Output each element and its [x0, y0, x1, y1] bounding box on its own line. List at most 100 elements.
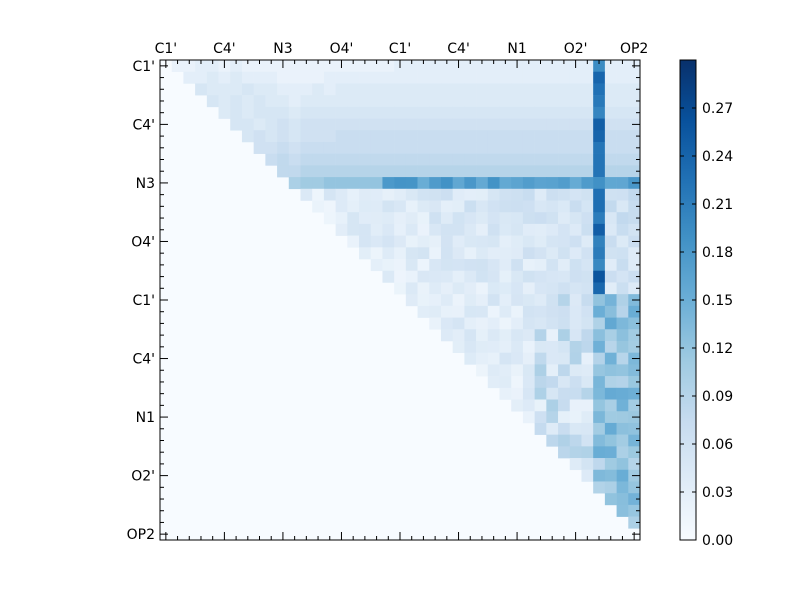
heatmap-cell — [487, 188, 500, 201]
heatmap-cell — [546, 259, 559, 272]
heatmap-cell — [359, 247, 372, 260]
heatmap-cell — [464, 317, 477, 330]
heatmap-cell — [581, 153, 594, 166]
y-tick-label: C4' — [132, 352, 155, 368]
heatmap-cell — [616, 165, 629, 178]
heatmap-cell — [405, 282, 418, 295]
heatmap-cell — [370, 141, 383, 154]
heatmap-cell — [487, 247, 500, 260]
heatmap-cell — [499, 60, 512, 73]
heatmap-cell — [569, 329, 582, 342]
heatmap-cell — [241, 83, 254, 96]
heatmap-cell — [487, 95, 500, 108]
heatmap-cell — [359, 223, 372, 236]
heatmap-cell — [370, 235, 383, 248]
heatmap-cell — [558, 60, 571, 73]
heatmap-cell — [440, 200, 453, 213]
heatmap-cell — [604, 282, 617, 295]
heatmap-cell — [476, 282, 489, 295]
heatmap-cell — [616, 95, 629, 108]
heatmap-cell — [593, 422, 606, 435]
heatmap-cell — [429, 60, 442, 73]
heatmap-cell — [604, 60, 617, 73]
heatmap-cell — [616, 282, 629, 295]
heatmap-cell — [382, 71, 395, 84]
heatmap-cell — [628, 223, 641, 236]
heatmap-cell — [569, 387, 582, 400]
heatmap-cell — [312, 165, 325, 178]
heatmap-cell — [628, 188, 641, 201]
heatmap-cell — [558, 411, 571, 424]
heatmap-cell — [569, 188, 582, 201]
heatmap-cell — [569, 118, 582, 131]
heatmap-cell — [593, 434, 606, 447]
heatmap-cell — [300, 165, 313, 178]
heatmap-cell — [440, 177, 453, 190]
y-tick-label: O2' — [131, 469, 155, 485]
heatmap-cell — [628, 317, 641, 330]
heatmap-cell — [499, 259, 512, 272]
heatmap-cell — [300, 177, 313, 190]
x-tick-label: C1' — [155, 41, 178, 57]
heatmap-cell — [429, 282, 442, 295]
heatmap-cell — [312, 71, 325, 84]
heatmap-cell — [487, 60, 500, 73]
heatmap-cell — [522, 305, 535, 318]
heatmap-cell — [347, 95, 360, 108]
heatmap-cell — [405, 235, 418, 248]
heatmap-cell — [218, 71, 231, 84]
heatmap-cell — [487, 83, 500, 96]
heatmap-cell — [522, 153, 535, 166]
heatmap-cell — [569, 434, 582, 447]
heatmap-cell — [476, 247, 489, 260]
heatmap-cell — [534, 317, 547, 330]
heatmap-cell — [581, 141, 594, 154]
heatmap-cell — [616, 294, 629, 307]
heatmap-cell — [499, 130, 512, 143]
x-tick-label: N3 — [273, 41, 292, 57]
heatmap-cell — [628, 446, 641, 459]
heatmap-cell — [429, 212, 442, 225]
heatmap-cell — [440, 294, 453, 307]
heatmap-cell — [417, 270, 430, 283]
heatmap-cell — [593, 317, 606, 330]
heatmap-cell — [230, 60, 243, 73]
heatmap-cell — [218, 95, 231, 108]
x-tick-label: O4' — [330, 41, 354, 57]
heatmap-cell — [604, 259, 617, 272]
heatmap-cell — [487, 305, 500, 318]
y-tick-label: C1' — [132, 293, 155, 309]
heatmap-cell — [429, 235, 442, 248]
heatmap-cell — [558, 376, 571, 389]
heatmap-cell — [452, 282, 465, 295]
heatmap-cell — [452, 305, 465, 318]
heatmap-cell — [429, 177, 442, 190]
heatmap-cell — [511, 188, 524, 201]
heatmap-cell — [370, 177, 383, 190]
heatmap-cell — [511, 212, 524, 225]
heatmap-cell — [522, 177, 535, 190]
heatmap-cell — [382, 247, 395, 260]
heatmap-cell — [253, 71, 266, 84]
heatmap-cell — [616, 317, 629, 330]
heatmap-cell — [476, 118, 489, 131]
heatmap-cell — [487, 340, 500, 353]
y-tick-label: N1 — [136, 410, 155, 426]
heatmap-cell — [522, 352, 535, 365]
heatmap-cell — [417, 153, 430, 166]
heatmap-cell — [487, 223, 500, 236]
heatmap-cell — [522, 130, 535, 143]
heatmap-cell — [581, 446, 594, 459]
heatmap-cell — [218, 106, 231, 119]
heatmap-cell — [581, 352, 594, 365]
heatmap-cell — [499, 305, 512, 318]
heatmap-cell — [593, 458, 606, 471]
heatmap-cell — [417, 95, 430, 108]
heatmap-cell — [382, 212, 395, 225]
heatmap-cell — [534, 270, 547, 283]
heatmap-cell — [335, 130, 348, 143]
heatmap-cell — [593, 352, 606, 365]
heatmap-cell — [241, 130, 254, 143]
heatmap-cell — [382, 118, 395, 131]
heatmap-cell — [347, 141, 360, 154]
